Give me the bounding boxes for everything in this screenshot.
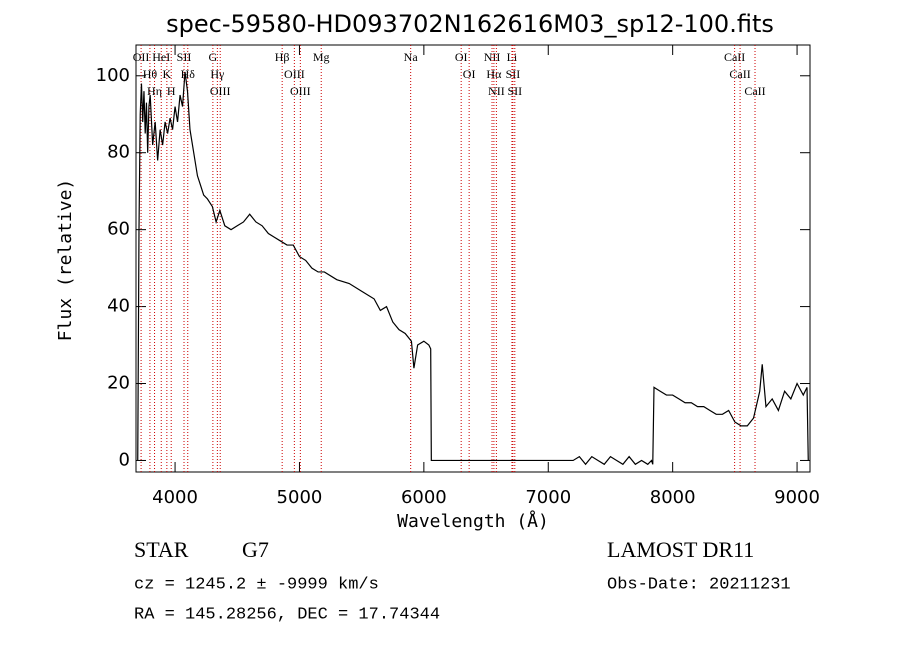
line-label: OI <box>455 50 468 64</box>
x-axis-label: Wavelength (Å) <box>397 510 549 532</box>
line-label: Hα <box>486 67 502 81</box>
line-label: Hη <box>147 84 162 98</box>
line-label: OII <box>133 50 150 64</box>
x-tick-label: 5000 <box>277 487 323 508</box>
line-label: H <box>167 84 176 98</box>
line-label: OIII <box>210 84 231 98</box>
redshift: cz = 1245.2 ± -9999 km/s <box>134 575 379 594</box>
line-label: OI <box>463 67 476 81</box>
line-label: Hδ <box>181 67 196 81</box>
x-tick-label: 4000 <box>152 487 198 508</box>
line-label: OIII <box>290 84 311 98</box>
x-tick-label: 7000 <box>525 487 571 508</box>
survey: LAMOST DR11 <box>607 537 754 562</box>
x-tick-label: 8000 <box>650 487 696 508</box>
line-label: Na <box>404 50 419 64</box>
line-label: CaII <box>724 50 745 64</box>
line-label: Hγ <box>210 67 225 81</box>
line-label: G <box>209 50 218 64</box>
y-axis-label: Flux (relative) <box>55 179 76 342</box>
line-label: NII <box>484 50 501 64</box>
y-tick-label: 100 <box>96 65 130 86</box>
x-tick-label: 9000 <box>774 487 820 508</box>
y-tick-label: 40 <box>107 296 130 317</box>
line-label: OIII <box>284 67 305 81</box>
line-label: Hθ <box>143 67 158 81</box>
line-label: SII <box>506 67 521 81</box>
y-tick-label: 0 <box>119 449 130 470</box>
y-tick-label: 20 <box>107 373 130 394</box>
line-label: HeI <box>152 50 170 64</box>
plot-frame <box>135 44 811 473</box>
line-label: SII <box>507 84 522 98</box>
line-label: CaII <box>729 67 750 81</box>
spectrum <box>137 71 809 466</box>
chart-title: spec-59580-HD093702N162616M03_sp12-100.f… <box>166 10 774 38</box>
line-label: SII <box>177 50 192 64</box>
y-tick-label: 80 <box>107 142 130 163</box>
class: STAR <box>134 537 189 562</box>
line-label: Li <box>507 50 518 64</box>
line-label: K <box>163 67 172 81</box>
y-tick-label: 60 <box>107 219 130 240</box>
x-tick-label: 6000 <box>401 487 447 508</box>
line-label: CaII <box>744 84 765 98</box>
obs-date: Obs-Date: 20211231 <box>607 575 791 594</box>
coordinates: RA = 145.28256, DEC = 17.74344 <box>134 605 440 624</box>
subclass: G7 <box>242 537 269 562</box>
line-label: Mg <box>313 50 330 64</box>
line-label: NII <box>488 84 505 98</box>
line-label: Hβ <box>275 50 290 64</box>
